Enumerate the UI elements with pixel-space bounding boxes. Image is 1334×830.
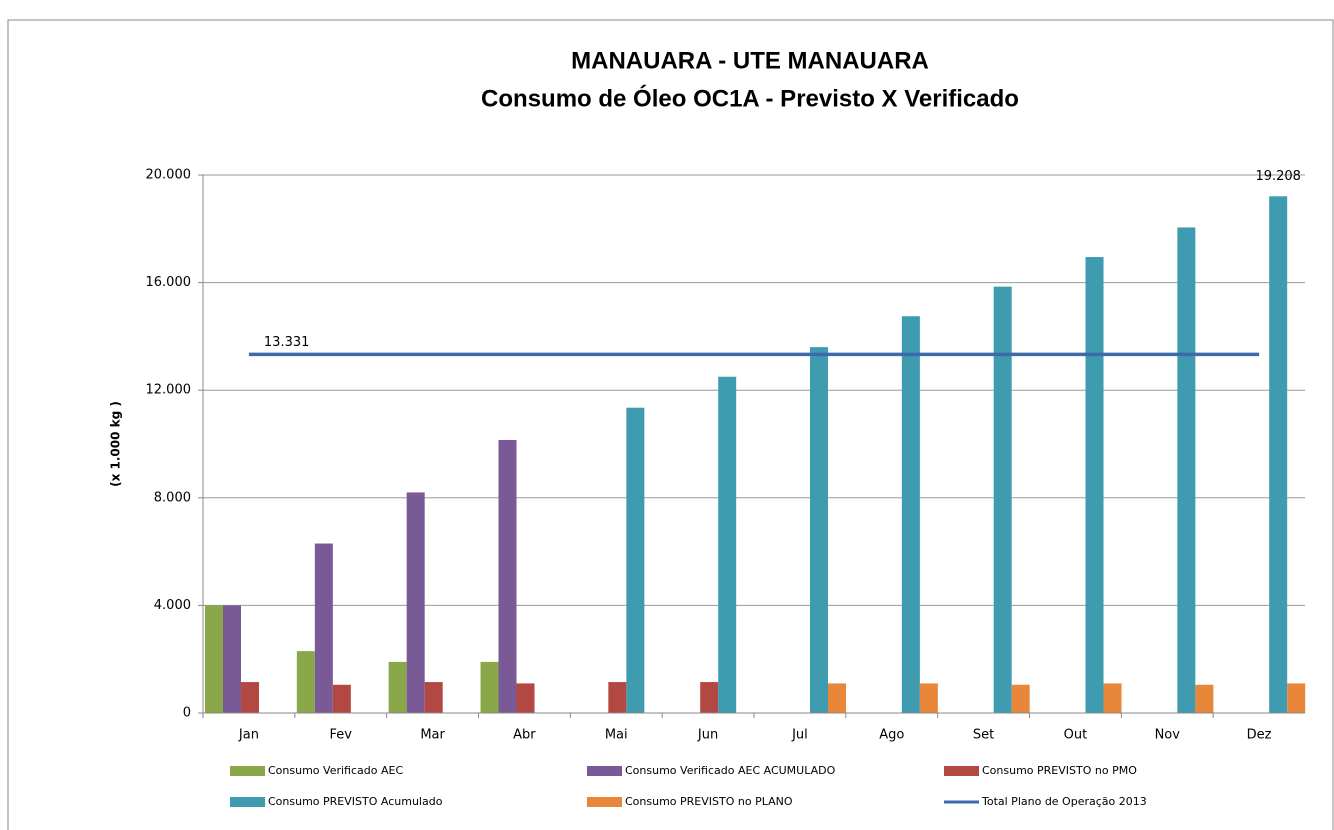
y-tick-label: 16.000 <box>146 275 192 290</box>
bar <box>993 286 1012 713</box>
x-tick-label: Jun <box>697 728 718 743</box>
y-tick-label: 20.000 <box>146 168 192 183</box>
x-tick-label: Fev <box>330 728 353 743</box>
x-tick-label: Out <box>1064 728 1088 743</box>
y-tick-label: 4.000 <box>154 598 191 613</box>
chart-subtitle: Consumo de Óleo OC1A - Previsto X Verifi… <box>481 84 1019 112</box>
legend-swatch <box>587 766 622 776</box>
legend-swatch <box>230 797 265 807</box>
legend-label: Consumo PREVISTO Acumulado <box>268 795 443 808</box>
bar <box>1085 257 1104 713</box>
bar <box>608 682 627 713</box>
bar <box>810 347 829 713</box>
legend-label: Consumo PREVISTO no PMO <box>982 764 1137 777</box>
x-tick-label: Jul <box>791 728 808 743</box>
bar <box>1269 196 1288 713</box>
legend-swatch <box>944 766 979 776</box>
legend-label: Consumo PREVISTO no PLANO <box>625 795 793 808</box>
bar <box>1195 684 1214 713</box>
chart-title: MANAUARA - UTE MANAUARA <box>571 47 929 74</box>
bar <box>1103 683 1122 713</box>
y-tick-label: 0 <box>183 706 191 721</box>
bar <box>1287 683 1306 713</box>
legend-label: Consumo Verificado AEC <box>268 764 403 777</box>
x-tick-label: Abr <box>513 728 536 743</box>
data-label: 19.208 <box>1255 169 1301 184</box>
bar <box>626 407 645 713</box>
x-tick-label: Jan <box>238 728 259 743</box>
bar <box>241 682 260 713</box>
bar <box>388 661 407 713</box>
x-tick-label: Mar <box>420 728 445 743</box>
bar <box>1011 684 1030 713</box>
bar <box>828 683 847 713</box>
y-axis-label: (x 1.000 kg ) <box>109 401 123 487</box>
bar <box>1177 227 1196 713</box>
bar <box>718 376 737 713</box>
y-tick-label: 8.000 <box>154 490 191 505</box>
bar <box>296 651 315 713</box>
bar <box>314 543 333 713</box>
bar <box>406 492 425 713</box>
bar <box>498 439 517 713</box>
bar <box>480 661 499 713</box>
data-label: 13.331 <box>264 335 310 350</box>
bar <box>700 682 719 713</box>
bar <box>332 684 351 713</box>
x-tick-label: Ago <box>879 728 904 743</box>
bar <box>919 683 938 713</box>
legend-swatch <box>230 766 265 776</box>
legend-label: Total Plano de Operação 2013 <box>981 795 1147 808</box>
bar <box>205 605 224 713</box>
x-tick-label: Nov <box>1155 728 1181 743</box>
y-tick-label: 12.000 <box>146 383 192 398</box>
bar <box>516 683 535 713</box>
bar <box>424 682 443 713</box>
bar <box>901 316 920 713</box>
x-tick-label: Dez <box>1247 728 1272 743</box>
x-tick-label: Set <box>973 728 994 743</box>
legend-swatch <box>587 797 622 807</box>
bar <box>223 605 242 713</box>
legend-label: Consumo Verificado AEC ACUMULADO <box>625 764 836 777</box>
x-tick-label: Mai <box>605 728 628 743</box>
